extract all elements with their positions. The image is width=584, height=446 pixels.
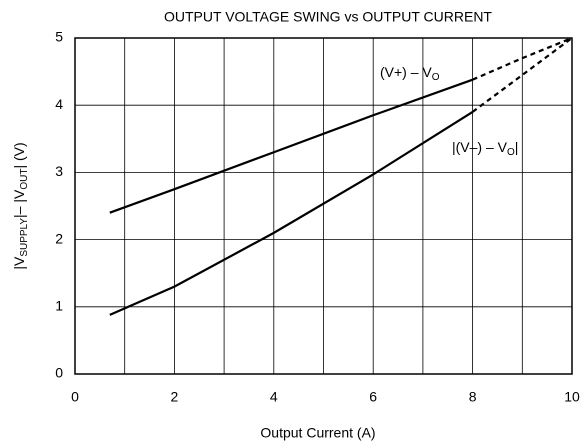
y-tick-label: 5 — [55, 29, 63, 45]
series-label: (V+) – VO — [380, 64, 440, 83]
y-tick-label: 1 — [55, 298, 63, 314]
subscript: OUT — [19, 169, 30, 190]
chart-title: OUTPUT VOLTAGE SWING vs OUTPUT CURRENT — [164, 9, 492, 25]
subscript: SUPPLY — [19, 218, 30, 257]
x-tick-label: 6 — [369, 389, 377, 405]
y-tick-label: 2 — [55, 230, 63, 246]
series-label: |(V–) – VO| — [452, 139, 518, 158]
y-tick-label: 3 — [55, 163, 63, 179]
text-part: |V — [11, 256, 27, 270]
x-tick-label: 2 — [171, 389, 179, 405]
text-part: | — [515, 139, 519, 155]
x-tick-label: 4 — [270, 389, 278, 405]
solid-line — [109, 78, 473, 214]
plot-frame — [74, 37, 573, 375]
y-tick-label: 4 — [55, 96, 63, 112]
x-tick-label: 10 — [564, 389, 580, 405]
text-part: | (V) — [11, 142, 27, 168]
text-part: (V+) – V — [380, 64, 432, 80]
text-part: |(V–) – V — [452, 139, 508, 155]
x-tick-label: 8 — [469, 389, 477, 405]
dashed-line — [472, 36, 573, 81]
subscript: O — [432, 72, 440, 83]
y-axis-label: |VSUPPLY|– |VOUT| (V) — [11, 142, 30, 269]
x-axis-label: Output Current (A) — [260, 425, 375, 441]
dashed-line — [471, 37, 573, 113]
subscript: O — [507, 147, 515, 158]
y-tick-label: 0 — [55, 365, 63, 381]
text-part: |– |V — [11, 189, 27, 218]
solid-line — [109, 110, 474, 316]
x-tick-label: 0 — [71, 389, 79, 405]
